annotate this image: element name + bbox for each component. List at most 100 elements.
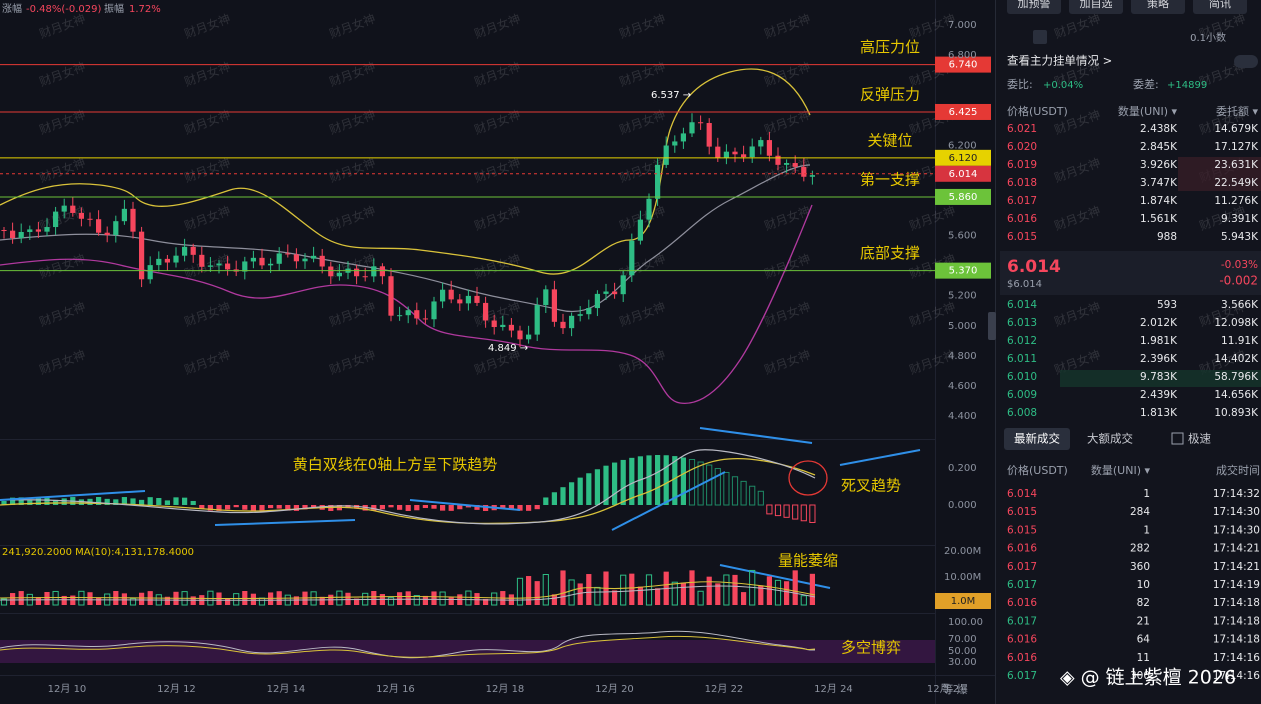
- diff-label: 委差:: [1133, 77, 1159, 91]
- book-header: 价格(USDT): [1007, 104, 1068, 118]
- candle-body: [156, 258, 162, 266]
- main-orders[interactable]: 查看主力挂单情况 >: [1007, 54, 1112, 68]
- volume-bar: [758, 585, 764, 605]
- volume-tick-label: 10.00M: [944, 572, 981, 583]
- book-cell: 9.391K: [1221, 213, 1259, 225]
- candle-body: [302, 258, 308, 262]
- high-marker: 6.537 →: [651, 90, 691, 101]
- macd-bar: [139, 499, 145, 505]
- trade-cell: 17:14:21: [1213, 543, 1260, 555]
- macd-bar: [483, 505, 489, 511]
- volume-bar: [319, 596, 325, 605]
- volume-bar: [190, 596, 196, 605]
- candle-body: [457, 299, 463, 304]
- button-label[interactable]: 策略: [1147, 0, 1169, 10]
- macd-bar: [371, 505, 377, 511]
- candle-body: [646, 198, 652, 220]
- fast[interactable]: 极速: [1188, 432, 1211, 446]
- volume-bar: [784, 581, 790, 605]
- candle-body: [465, 295, 471, 304]
- button[interactable]: [1007, 0, 1061, 14]
- level-name: 关键位: [867, 131, 912, 149]
- trade-cell: 10: [1137, 579, 1150, 591]
- macd-bar: [96, 497, 102, 505]
- macd-bar: [594, 469, 600, 505]
- book-cell: 6.019: [1007, 159, 1037, 171]
- trade-cell: 6.017: [1007, 670, 1037, 682]
- toggle[interactable]: [1234, 55, 1258, 68]
- checkbox[interactable]: [1171, 432, 1184, 445]
- price-tick-label: 5.000: [948, 321, 977, 332]
- button[interactable]: [1069, 0, 1123, 14]
- candle-body: [680, 133, 686, 142]
- trade-cell: 6.017: [1007, 579, 1037, 591]
- price-tick-label: 5.600: [948, 231, 977, 242]
- macd-bar: [121, 497, 127, 505]
- candle-body: [1, 230, 7, 231]
- macd-bar: [250, 505, 256, 511]
- tab-active[interactable]: [1004, 428, 1070, 450]
- candle-body: [655, 164, 661, 199]
- candle-body: [216, 263, 222, 266]
- toolbar-icon[interactable]: [1033, 30, 1047, 44]
- button[interactable]: [1193, 0, 1247, 14]
- trade-cell: 1: [1143, 524, 1150, 536]
- macd-bar: [225, 505, 231, 510]
- date-label: 12月 20: [595, 683, 634, 695]
- levels: 高压力位 6.740 反弹压力 6.425 关键位 6.120 第一支撑 5.860 底部支撑 5…: [0, 38, 991, 279]
- macd-bar: [500, 505, 506, 508]
- candle-body: [474, 295, 480, 303]
- button-label[interactable]: 加自选: [1080, 0, 1113, 10]
- macd-bar: [207, 505, 213, 511]
- date-label: 12月 10: [48, 683, 87, 695]
- macd-bar: [551, 492, 557, 505]
- macd-bar: [268, 505, 274, 509]
- candle-body: [121, 208, 127, 222]
- volume-bar: [96, 597, 102, 605]
- trade-cell: 6.016: [1007, 652, 1037, 664]
- volume-bar: [44, 591, 50, 605]
- button[interactable]: [1131, 0, 1185, 14]
- candle-body: [190, 246, 196, 255]
- volume-bar: [671, 581, 678, 606]
- oscillator-line: [0, 630, 816, 659]
- button-label[interactable]: 简讯: [1209, 0, 1231, 10]
- book-cell: 3.747K: [1140, 177, 1178, 189]
- button-label[interactable]: 加预警: [1018, 0, 1051, 10]
- date-label: 12月 2: [927, 683, 959, 695]
- trade-cell: 6.016: [1007, 597, 1037, 609]
- volume-bar: [766, 576, 772, 605]
- tab[interactable]: 最新成交: [1014, 432, 1060, 446]
- amplitude: 1.72%: [129, 4, 161, 15]
- volume-bar: [792, 570, 798, 605]
- macd-bar: [706, 464, 713, 506]
- volume-bar: [474, 593, 480, 605]
- candle-body: [732, 151, 738, 155]
- book-cell: 3.566K: [1221, 299, 1259, 311]
- book-cell: 6.017: [1007, 195, 1037, 207]
- volume-ma: [0, 581, 816, 600]
- macd-bar: [27, 500, 33, 505]
- volume-bar: [715, 583, 721, 605]
- candle-body: [586, 308, 592, 315]
- macd-bar: [586, 473, 592, 505]
- volume-bar: [405, 591, 411, 605]
- candle-body: [199, 254, 205, 267]
- book-cell: 593: [1157, 299, 1177, 311]
- candle-body: [741, 154, 747, 158]
- macd-bar: [422, 505, 428, 509]
- book-cell: 23.631K: [1214, 159, 1259, 171]
- tab[interactable]: 大额成交: [1087, 432, 1133, 446]
- candle-body: [250, 257, 256, 262]
- volume-ma: [0, 585, 816, 601]
- oscillator-tick-label: 50.00: [948, 646, 977, 657]
- volume-bar: [809, 573, 815, 605]
- volume-marker: 1.0M: [951, 596, 976, 607]
- volume-bar: [0, 598, 8, 606]
- candle-body: [431, 301, 437, 320]
- macd-bar: [543, 497, 549, 505]
- collapse-handle[interactable]: [988, 312, 996, 340]
- book-cell: 6.011: [1007, 353, 1037, 365]
- decimals[interactable]: 0.1小数: [1190, 31, 1226, 44]
